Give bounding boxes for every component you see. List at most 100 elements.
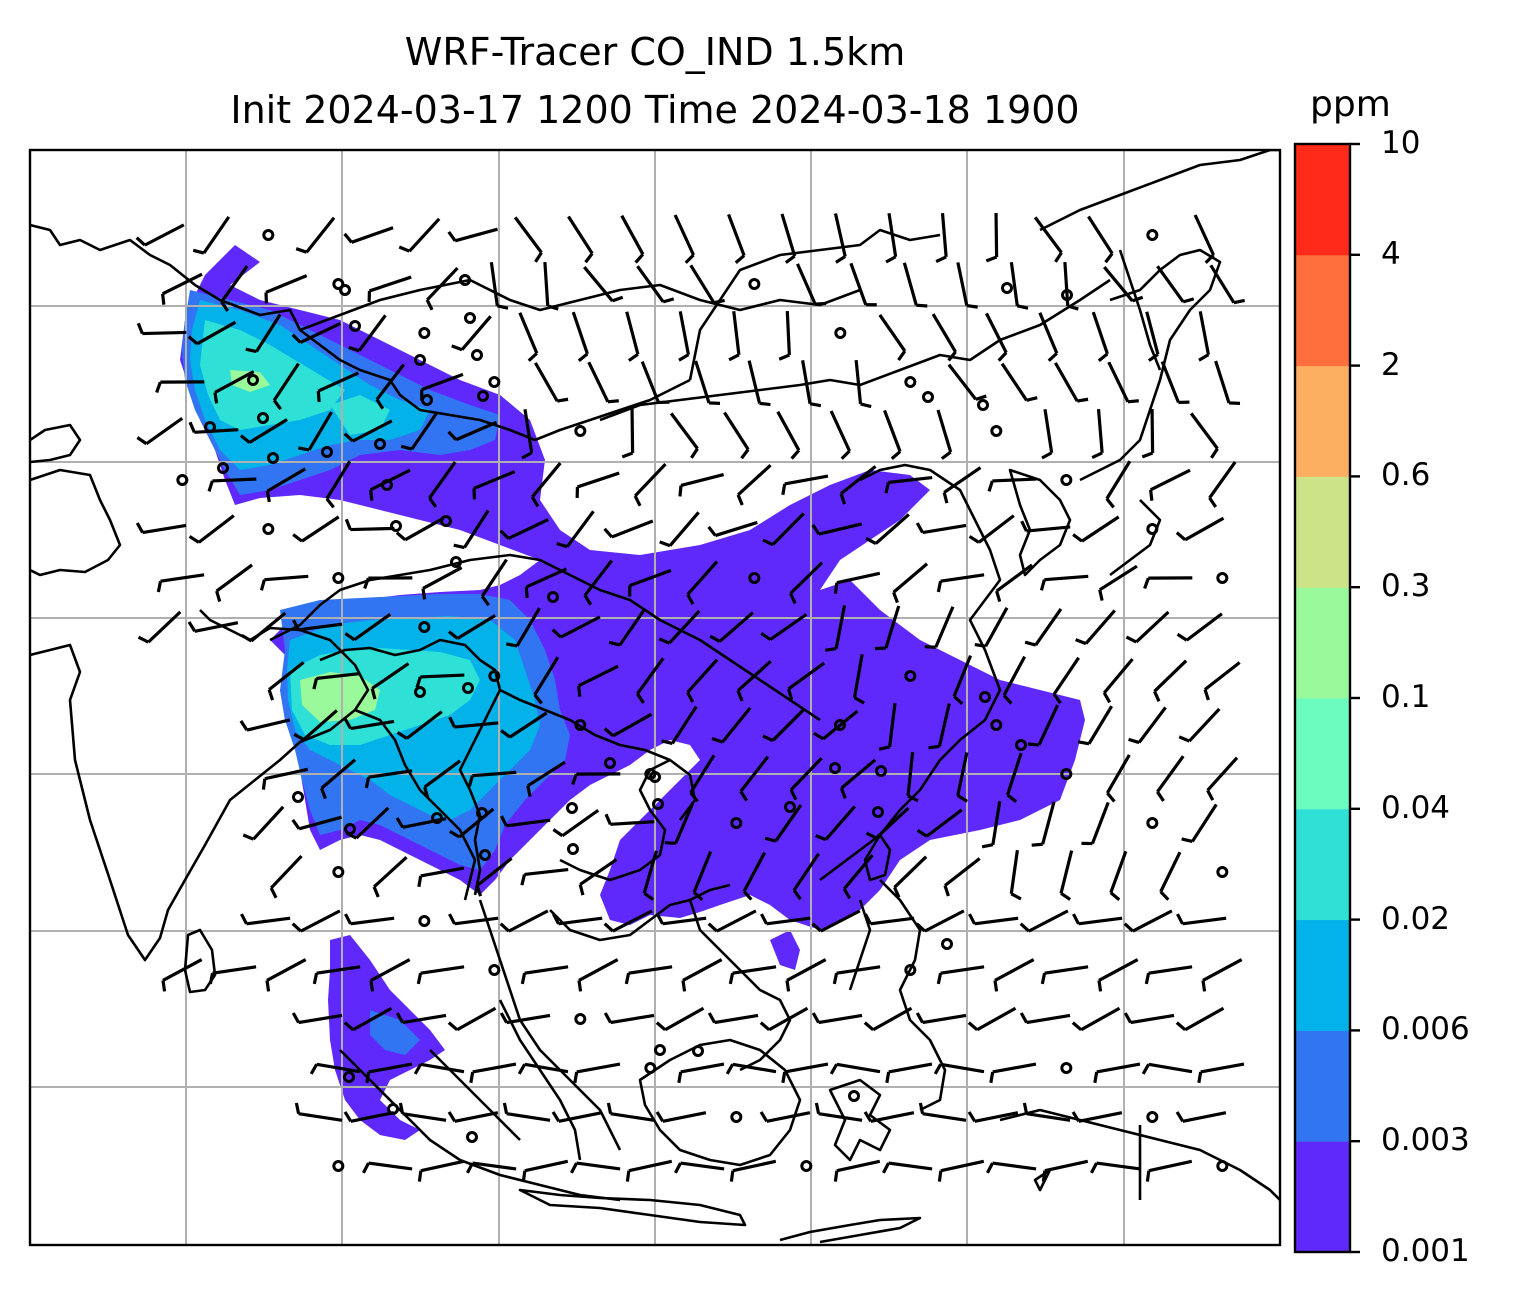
wind-barb [447, 614, 496, 640]
wind-barb [571, 311, 589, 362]
wind-barb [1143, 576, 1193, 590]
wind-barb [453, 509, 490, 550]
coastline-newguinea [999, 1108, 1280, 1201]
wind-barb [370, 662, 410, 700]
wind-barb [811, 1012, 863, 1025]
wind-barb [606, 1102, 655, 1122]
wind-barb [1091, 408, 1104, 459]
wind-barb [789, 561, 824, 605]
calm-circle [748, 278, 761, 290]
colorbar-segment [1295, 1141, 1350, 1253]
wind-barb [985, 312, 1008, 362]
wind-barb [575, 471, 620, 498]
calm-circle [440, 515, 452, 527]
wind-barb [760, 913, 811, 926]
calm-circle [418, 621, 431, 633]
coastline-malaysia [498, 999, 582, 1161]
wind-barb [469, 1062, 517, 1084]
wind-barb [395, 1012, 447, 1025]
colorbar-unit-label: ppm [1310, 84, 1391, 125]
wind-barb [608, 607, 647, 647]
calm-circle [566, 802, 578, 814]
wind-barb [863, 1006, 913, 1032]
wind-barb [812, 709, 859, 741]
wind-barb [796, 263, 827, 306]
wind-barb [448, 716, 499, 729]
wind-barb [603, 909, 653, 933]
wind-barb [551, 1111, 603, 1123]
wind-barb [267, 661, 305, 701]
wind-barb [825, 605, 847, 652]
wind-barb [500, 815, 551, 828]
wind-barb [543, 261, 559, 311]
wind-barb [915, 522, 967, 535]
wind-barb [878, 314, 907, 361]
calm-circle [343, 1071, 355, 1083]
calm-circle [875, 765, 887, 777]
wind-barb [789, 757, 823, 801]
wind-barb [1156, 755, 1185, 802]
wind-barb [213, 370, 255, 404]
colorbar-tick-label: 0.3 [1381, 568, 1431, 605]
wind-barb [1090, 1161, 1141, 1174]
wind-barb [242, 805, 285, 841]
calm-circle [574, 1013, 587, 1025]
wind-barb [155, 380, 205, 394]
wind-barb [801, 360, 822, 408]
wind-barb [943, 857, 981, 897]
coastline-java [518, 1188, 747, 1227]
wind-barb [583, 266, 624, 303]
calm-circle [692, 1045, 704, 1057]
wind-barb [1002, 655, 1027, 705]
wind-barb [762, 708, 806, 743]
wind-barb [815, 805, 856, 842]
colorbar-tick-label: 4 [1381, 235, 1401, 272]
wind-barb [187, 320, 237, 346]
calm-circle [477, 390, 489, 402]
tracer-plume [180, 245, 1085, 1140]
wind-barb [937, 1159, 985, 1182]
wind-barb [398, 1102, 447, 1122]
wind-barb [1040, 965, 1089, 985]
wind-barb [1000, 362, 1038, 402]
wind-barb [1071, 1006, 1121, 1032]
wind-barb [993, 958, 1035, 992]
wind-barb [1024, 608, 1063, 647]
wind-barb [502, 1102, 551, 1122]
wind-barb [161, 272, 203, 305]
wind-barb [312, 671, 361, 690]
calm-circle [1216, 866, 1229, 878]
calm-circle [267, 452, 279, 464]
wind-barb [759, 1111, 811, 1123]
colorbar-segment [1295, 365, 1350, 477]
wind-barb [1203, 661, 1241, 701]
wind-barb [878, 702, 897, 751]
wind-barb [506, 607, 541, 648]
wind-barb [187, 621, 239, 633]
calm-circle [1216, 572, 1229, 584]
coastline-arabia-gulf [30, 223, 691, 442]
coastline-gulf-thailand [549, 883, 731, 942]
plume-contour-peak [300, 672, 380, 722]
wind-barb [981, 801, 1002, 849]
border-himalaya [269, 553, 821, 722]
coastline-indochina [478, 758, 697, 1151]
calm-circle [834, 327, 847, 339]
wind-barb [936, 409, 953, 460]
wind-barb [395, 516, 445, 542]
calm-circle [217, 462, 229, 474]
coastline-taiwan [863, 833, 892, 882]
plot-title-line2: Init 2024-03-17 1200 Time 2024-03-18 190… [230, 88, 1080, 132]
calm-circle [649, 771, 661, 783]
wind-barb [417, 1159, 465, 1182]
calm-circle [547, 591, 559, 603]
calm-circle [567, 843, 579, 855]
wind-barb [902, 262, 928, 308]
wind-barb [1176, 913, 1227, 926]
wind-barb [265, 467, 307, 503]
wind-barb [933, 1062, 985, 1075]
calm-circle [644, 1062, 657, 1074]
wind-barb [1022, 1102, 1071, 1122]
calm-circle [848, 1090, 860, 1102]
